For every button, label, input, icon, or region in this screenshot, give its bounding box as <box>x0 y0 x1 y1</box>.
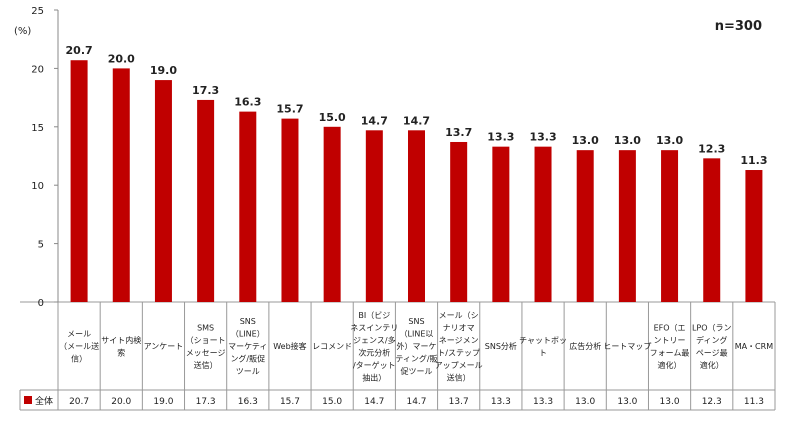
table-value: 14.7 <box>406 397 426 407</box>
y-tick-label: 0 <box>38 298 44 309</box>
bar <box>703 158 721 302</box>
category-label: メール（シナリオマネージメント/ステップアップメール送信） <box>435 311 483 383</box>
bar-value-label: 13.0 <box>656 134 683 147</box>
bar <box>661 150 679 302</box>
bar <box>408 130 425 302</box>
bar-value-label: 19.0 <box>150 64 177 77</box>
category-label: チャットボット <box>519 336 567 358</box>
y-tick-label: 15 <box>31 123 44 134</box>
bar-value-label: 14.7 <box>403 114 430 127</box>
bar-value-label: 20.0 <box>108 52 135 65</box>
category-label: LPO（ランディングページ最適化） <box>692 323 732 370</box>
y-tick-label: 25 <box>31 6 44 17</box>
sample-size-note: n=300 <box>715 19 762 34</box>
table-value: 11.3 <box>744 397 764 407</box>
table-value: 13.7 <box>449 397 469 407</box>
category-label: メール（メール送信） <box>59 330 99 364</box>
bar <box>745 170 763 302</box>
bar <box>239 111 257 302</box>
category-label: 広告分析 <box>569 341 601 351</box>
table-value: 13.0 <box>660 397 680 407</box>
category-label: MA・CRM <box>735 342 774 351</box>
table-value: 14.7 <box>364 397 384 407</box>
category-label: レコメンド <box>312 342 352 351</box>
bar <box>281 118 299 303</box>
bar <box>197 99 215 302</box>
bar <box>618 150 636 302</box>
legend-swatch <box>24 396 32 404</box>
bar-value-label: 13.0 <box>614 134 641 147</box>
bar-value-label: 14.7 <box>361 114 388 127</box>
bar-value-label: 16.3 <box>234 96 261 109</box>
table-value: 19.0 <box>153 397 173 407</box>
y-unit-label: (%) <box>14 26 31 37</box>
bar-value-label: 11.3 <box>740 154 767 167</box>
bar-value-label: 13.3 <box>487 131 514 144</box>
category-label: アンケート <box>144 342 184 351</box>
y-tick-label: 20 <box>31 64 44 75</box>
bar-value-label: 12.3 <box>698 142 725 155</box>
table-value: 13.0 <box>617 397 637 407</box>
table-value: 13.3 <box>533 397 553 407</box>
bar-value-label: 13.7 <box>445 126 472 139</box>
category-label: Web接客 <box>273 341 306 351</box>
bar <box>154 80 172 302</box>
y-tick-label: 5 <box>38 240 44 251</box>
y-axis: 0 5 10 15 20 25 <box>31 6 59 309</box>
bar <box>492 146 510 302</box>
category-label: BI（ビジネスインテリジェンス/多次元分析/ターゲット抽出） <box>350 311 398 383</box>
bar <box>576 150 594 302</box>
table-value: 13.0 <box>575 397 595 407</box>
category-label: サイト内検索 <box>101 335 141 358</box>
category-label: SNS （LINE以外）マーケティング/販促ツール <box>395 317 437 376</box>
category-label: SNS分析 <box>485 341 517 351</box>
data-table-values: 全体 20.7 20.0 19.0 17.3 16.3 15.7 15.0 14.7 14.7 13… <box>24 395 764 407</box>
bars <box>70 60 763 303</box>
bar-value-label: 15.0 <box>319 111 346 124</box>
bar <box>323 126 341 302</box>
table-value: 20.7 <box>69 397 89 407</box>
bar <box>112 68 130 303</box>
table-value: 12.3 <box>702 397 722 407</box>
bar-value-label: 15.7 <box>276 103 303 116</box>
y-tick-label: 10 <box>31 181 44 192</box>
bar-value-label: 20.7 <box>66 44 93 57</box>
bar <box>365 130 383 302</box>
category-label: SNS （LINE）マーケティング/販促ツール <box>228 317 267 376</box>
table-value: 15.7 <box>280 397 300 407</box>
table-value: 16.3 <box>238 397 258 407</box>
legend-series-label: 全体 <box>35 395 53 407</box>
table-value: 13.3 <box>491 397 511 407</box>
bar <box>70 60 88 302</box>
table-value: 15.0 <box>322 397 342 407</box>
table-value: 20.0 <box>111 397 131 407</box>
table-value: 17.3 <box>196 397 216 407</box>
data-table-grid <box>19 301 776 411</box>
bar-value-label: 13.3 <box>529 131 556 144</box>
bar-value-label: 17.3 <box>192 84 219 97</box>
category-label: SMS （ショートメッセージ送信） <box>186 323 226 370</box>
data-labels: 20.7 20.0 19.0 17.3 16.3 15.7 15.0 14.7 14.7 13.7… <box>66 44 768 167</box>
category-label: EFO（エントリーフォーム最適化） <box>650 323 690 370</box>
bar-value-label: 13.0 <box>572 134 599 147</box>
category-label: ヒートマップ <box>603 342 651 351</box>
bar <box>450 141 468 302</box>
bar <box>534 146 552 302</box>
